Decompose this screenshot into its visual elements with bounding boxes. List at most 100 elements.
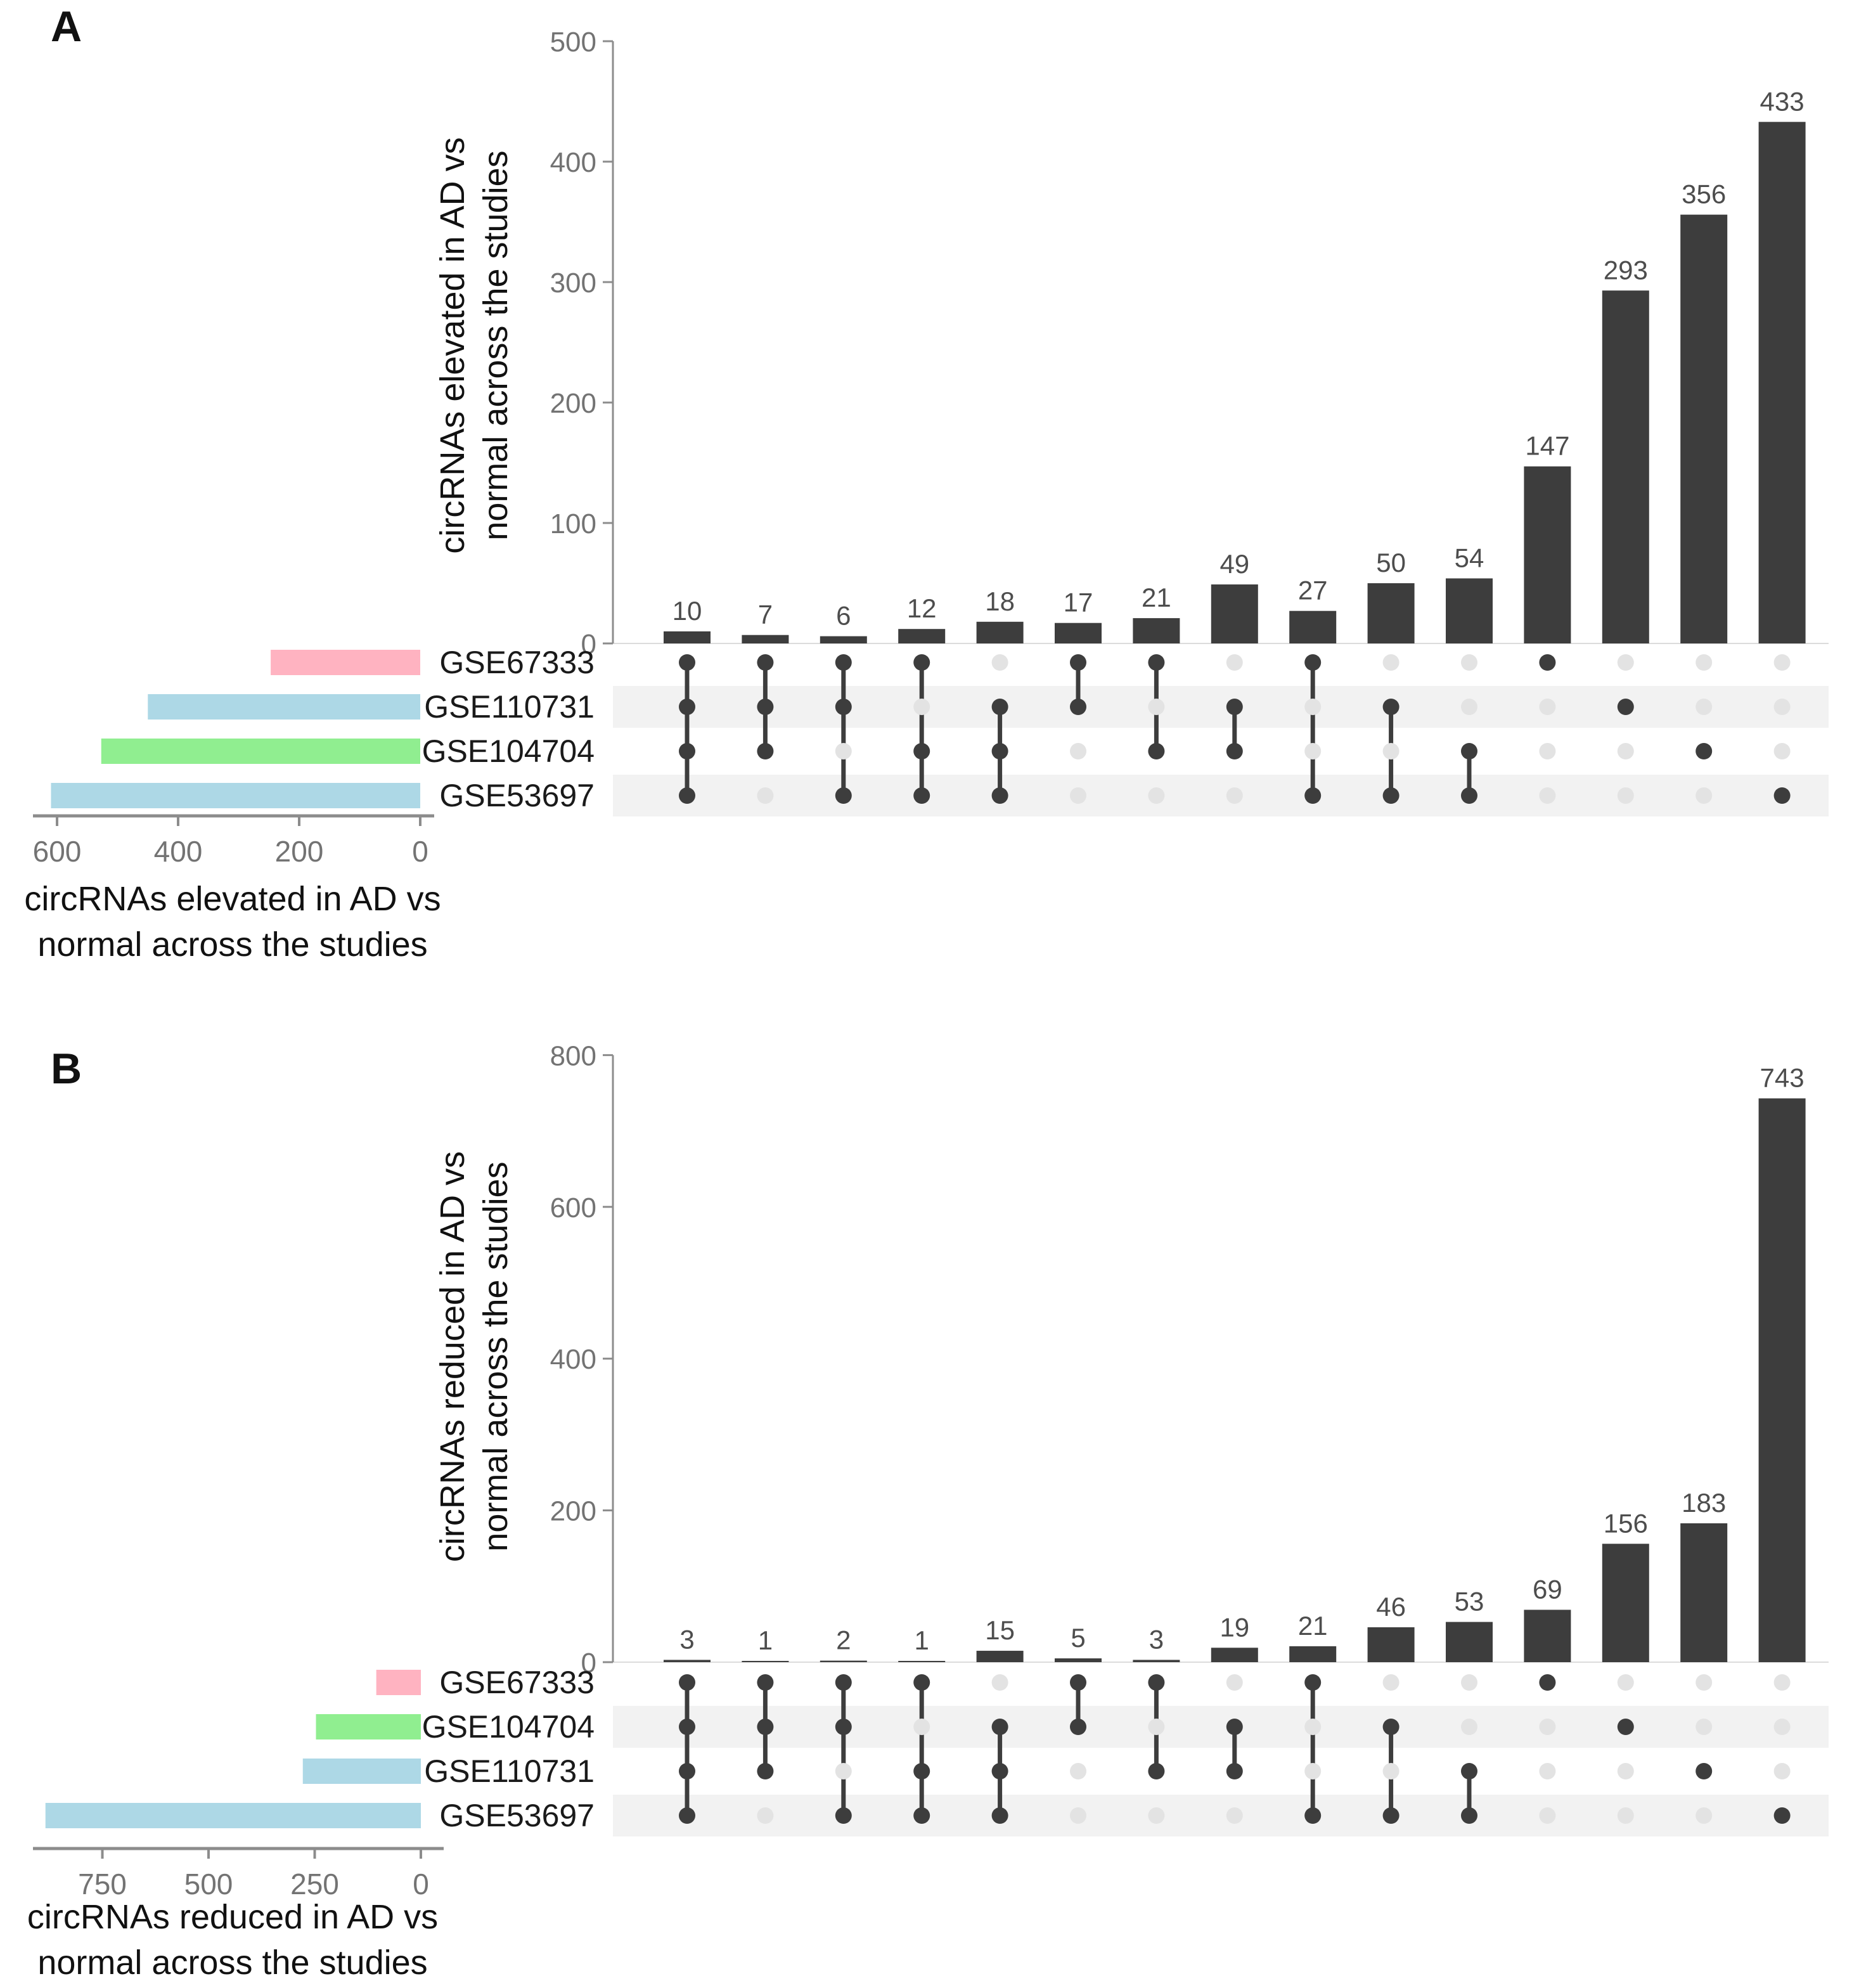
panel-b-y-axis-tick-label: 800: [550, 1040, 596, 1071]
panel-b-matrix-dot-active: [991, 1763, 1008, 1779]
panel-a-matrix-dot-inactive: [1695, 654, 1713, 671]
panel-b-y-axis-title-line1: circRNAs reduced in AD vs: [434, 1151, 472, 1563]
panel-b-set-size-axis-title-line1: circRNAs reduced in AD vs: [27, 1898, 439, 1936]
panel-b-intersection-bar: [976, 1651, 1024, 1662]
panel-b-set-size-axis-tick-label: 750: [78, 1868, 127, 1901]
panel-a-set-name-label: GSE53697: [439, 778, 595, 813]
panel-a-set-size-axis-title-line1: circRNAs elevated in AD vs: [24, 880, 441, 918]
panel-b-matrix-dot-inactive: [1382, 1674, 1400, 1691]
panel-a-y-axis-tick-label: 400: [550, 147, 596, 178]
panel-b-matrix-dot-active: [1695, 1763, 1713, 1779]
panel-b-intersection-value-label: 2: [836, 1625, 851, 1655]
panel-a-intersection-value-label: 147: [1525, 431, 1569, 461]
panel-b-intersection-bar: [820, 1660, 867, 1662]
panel-b-set-name-label: GSE67333: [439, 1665, 595, 1700]
panel-a-matrix-dot-inactive: [757, 787, 774, 804]
panel-b-matrix-dot-active: [835, 1807, 852, 1824]
panel-b-matrix-dot-active: [835, 1674, 852, 1691]
panel-a-intersection-value-label: 49: [1219, 549, 1249, 579]
panel-a-matrix-dot-active: [1382, 699, 1400, 715]
panel-a-intersection-value-label: 18: [985, 586, 1015, 616]
panel-b-set-name-label: GSE104704: [422, 1709, 595, 1745]
panel-a-intersection-value-label: 293: [1604, 255, 1648, 285]
panel-b-matrix-dot-inactive: [1695, 1719, 1713, 1735]
panel-b-matrix-dot-inactive: [1226, 1807, 1243, 1824]
panel-a-intersection-bar: [1133, 618, 1180, 643]
panel-b-matrix-dot-active: [1382, 1807, 1400, 1824]
panel-b-matrix-dot-active: [1070, 1674, 1086, 1691]
panel-a-set-size-bar: [51, 783, 420, 808]
panel-a-y-axis-title: circRNAs elevated in AD vs normal across…: [427, 29, 521, 662]
panel-b-intersection-bar: [1133, 1660, 1180, 1662]
panel-b-matrix-dot-inactive: [1617, 1674, 1634, 1691]
panel-b-matrix-dot-active: [1773, 1807, 1791, 1824]
panel-b-matrix-dot-inactive: [1617, 1807, 1634, 1824]
panel-b-intersection-value-label: 46: [1376, 1592, 1406, 1622]
panel-a-matrix-dot-active: [1226, 743, 1243, 759]
panel-a-intersection-value-label: 6: [836, 601, 851, 631]
panel-a-set-name-label: GSE104704: [422, 733, 595, 769]
panel-b-set-size-axis-tick-label: 500: [184, 1868, 233, 1901]
panel-a-matrix-dot-inactive: [1304, 743, 1322, 759]
panel-b-set-size-bar: [45, 1803, 421, 1828]
panel-a-matrix-dot-active: [913, 743, 930, 759]
panel-a-matrix-dot-active: [991, 699, 1008, 715]
panel-b-matrix-dot-active: [1148, 1763, 1165, 1779]
panel-a-y-axis-tick-label: 200: [550, 388, 596, 419]
panel-a-intersection-bar: [1524, 466, 1571, 643]
panel-b-y-axis-tick-label: 600: [550, 1192, 596, 1223]
panel-b-set-size-bar: [316, 1714, 421, 1740]
panel-a-intersection-value-label: 10: [672, 596, 702, 626]
panel-b-matrix-stripe: [613, 1706, 1829, 1748]
panel-a-matrix-dot-inactive: [835, 743, 852, 759]
panel-b-intersection-bar: [1367, 1627, 1415, 1662]
panel-b-matrix-dot-active: [913, 1674, 930, 1691]
panel-a-y-axis-title-line2: normal across the studies: [477, 150, 515, 541]
panel-a-matrix-dot-active: [1304, 654, 1322, 671]
panel-b-matrix-dot-active: [757, 1763, 774, 1779]
panel-b-matrix-dot-inactive: [1461, 1719, 1477, 1735]
panel-a-set-name-label: GSE110731: [424, 689, 595, 725]
panel-a-set-size-axis-tick-label: 0: [412, 835, 428, 868]
panel-a-matrix-dot-inactive: [1617, 743, 1634, 759]
panel-b-intersection-value-label: 19: [1219, 1612, 1249, 1642]
panel-b-y-axis-title: circRNAs reduced in AD vs normal across …: [427, 1040, 521, 1674]
panel-b-y-axis-tick-label: 200: [550, 1496, 596, 1527]
panel-a-intersection-bar: [898, 629, 946, 643]
panel-a-y-axis-tick-label: 500: [550, 27, 596, 58]
panel-a-matrix-dot-active: [835, 787, 852, 804]
panel-b-intersection-value-label: 21: [1298, 1611, 1328, 1641]
panel-b-intersection-value-label: 183: [1682, 1488, 1726, 1518]
panel-a-matrix-dot-active: [1382, 787, 1400, 804]
panel-b-matrix-stripe: [613, 1795, 1829, 1836]
panel-b-matrix-dot-active: [1539, 1674, 1556, 1691]
panel-a-matrix-dot-active: [1539, 654, 1556, 671]
panel-a-matrix-dot-inactive: [1617, 787, 1634, 804]
panel-a-matrix-dot-active: [1070, 699, 1086, 715]
panel-a-matrix-dot-active: [1695, 743, 1713, 759]
panel-a-matrix-dot-inactive: [1304, 699, 1322, 715]
panel-b-intersection-bar: [1758, 1098, 1806, 1662]
panel-a-matrix-dot-active: [679, 743, 695, 759]
panel-a-matrix-dot-active: [757, 699, 774, 715]
panel-b-matrix-dot-active: [757, 1719, 774, 1735]
panel-b-matrix-dot-active: [835, 1719, 852, 1735]
panel-b-matrix-dot-inactive: [1695, 1674, 1713, 1691]
panel-b-y-axis-tick-label: 0: [581, 1648, 596, 1679]
panel-b-intersection-value-label: 5: [1071, 1623, 1085, 1653]
panel-a-matrix-stripe: [613, 686, 1829, 728]
panel-a-matrix-dot-inactive: [1382, 743, 1400, 759]
panel-a-matrix-dot-active: [913, 654, 930, 671]
panel-b-y-axis-title-line2: normal across the studies: [477, 1161, 515, 1552]
panel-a-matrix-dot-active: [1461, 743, 1477, 759]
panel-b-set-size-axis-tick-label: 0: [413, 1868, 429, 1901]
panel-a-matrix-dot-inactive: [1461, 654, 1477, 671]
panel-a-matrix-dot-active: [913, 787, 930, 804]
panel-a-matrix-dot-inactive: [913, 699, 930, 715]
panel-b-matrix-dot-active: [1461, 1807, 1477, 1824]
panel-a-matrix-dot-inactive: [1382, 654, 1400, 671]
panel-a-intersection-value-label: 27: [1298, 576, 1328, 605]
panel-b-matrix-dot-inactive: [991, 1674, 1008, 1691]
